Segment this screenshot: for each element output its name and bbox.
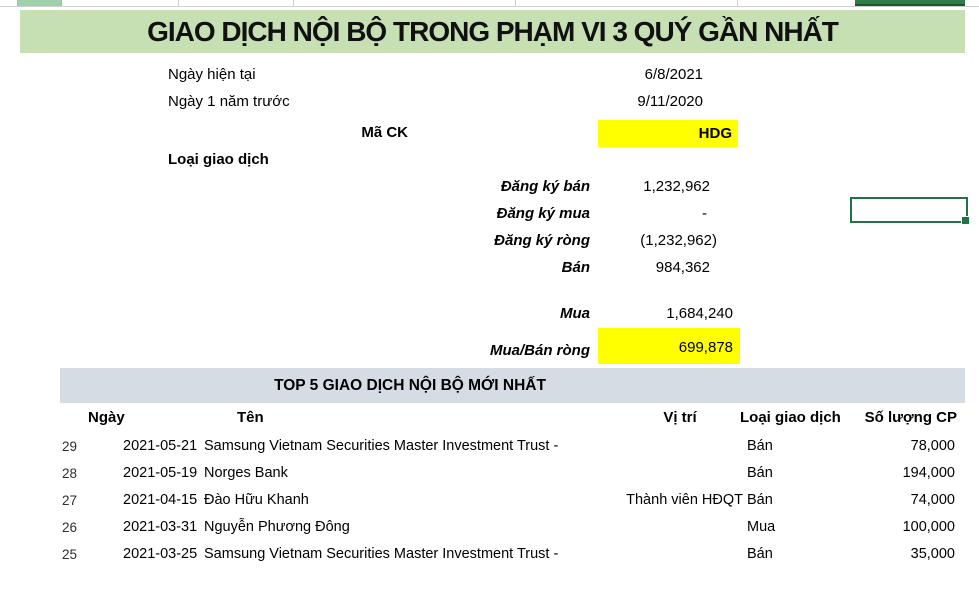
row-number[interactable]: 28: [61, 466, 77, 481]
gridline-vertical: [293, 0, 294, 7]
cell-position[interactable]: Thành viên HĐQT: [626, 492, 743, 508]
selected-cell[interactable]: [850, 197, 970, 225]
value-current-date[interactable]: 6/8/2021: [644, 66, 703, 83]
cell-quantity[interactable]: 100,000: [902, 519, 955, 535]
table-row: 27 2021-04-15 Đào Hữu Khanh Thành viên H…: [0, 487, 979, 514]
label-current-date[interactable]: Ngày hiện tại: [168, 66, 256, 83]
value-sell[interactable]: 984,362: [655, 259, 710, 276]
gridline-vertical: [515, 0, 516, 7]
table-banner-band: [60, 368, 965, 403]
column-header-name[interactable]: Tên: [237, 409, 264, 426]
label-register-net[interactable]: Đăng ký ròng: [494, 232, 590, 249]
top-green-cell[interactable]: [17, 0, 62, 6]
label-buy[interactable]: Mua: [560, 305, 590, 322]
cell-position[interactable]: [540, 514, 743, 541]
table-banner-title: TOP 5 GIAO DỊCH NỘI BỘ MỚI NHẤT: [274, 377, 546, 394]
cell-position[interactable]: [540, 460, 743, 487]
net-buy-sell-cell-highlighted[interactable]: 699,878: [598, 328, 740, 364]
cell-position[interactable]: [540, 433, 743, 460]
cell-date[interactable]: 2021-05-19: [123, 465, 198, 481]
fill-handle[interactable]: [961, 216, 970, 225]
label-register-sell[interactable]: Đăng ký bán: [500, 178, 590, 195]
title-banner: GIAO DỊCH NỘI BỘ TRONG PHẠM VI 3 QUÝ GẦN…: [20, 10, 965, 53]
top-dark-green-cell[interactable]: [855, 0, 965, 6]
ticker-cell-highlighted[interactable]: HDG: [598, 120, 738, 147]
cell-name[interactable]: Norges Bank: [204, 465, 288, 481]
cell-quantity[interactable]: 35,000: [910, 546, 955, 562]
value-buy[interactable]: 1,684,240: [666, 305, 733, 322]
cell-type[interactable]: Bán: [747, 546, 773, 562]
label-register-buy[interactable]: Đăng ký mua: [496, 205, 590, 222]
cell-position[interactable]: [540, 541, 743, 568]
label-one-year-ago[interactable]: Ngày 1 năm trước: [168, 93, 290, 110]
cell-type[interactable]: Bán: [747, 465, 773, 481]
table-row: 29 2021-05-21 Samsung Vietnam Securities…: [0, 433, 979, 460]
value-register-sell[interactable]: 1,232,962: [643, 178, 710, 195]
page-title: GIAO DỊCH NỘI BỘ TRONG PHẠM VI 3 QUÝ GẦN…: [147, 15, 839, 47]
label-sell[interactable]: Bán: [561, 259, 590, 276]
table-row: 25 2021-03-25 Samsung Vietnam Securities…: [0, 541, 979, 568]
gridline-horizontal: [0, 6, 979, 7]
cell-type[interactable]: Mua: [747, 519, 776, 535]
cell-date[interactable]: 2021-03-31: [123, 519, 198, 535]
column-header-position[interactable]: Vị trí: [663, 409, 697, 426]
row-number[interactable]: 27: [61, 493, 77, 508]
column-header-quantity[interactable]: Số lượng CP: [864, 409, 957, 426]
cell-name[interactable]: Samsung Vietnam Securities Master Invest…: [204, 546, 559, 562]
gridline-vertical: [178, 0, 179, 7]
label-ticker[interactable]: Mã CK: [361, 124, 408, 141]
column-header-date[interactable]: Ngày: [88, 409, 125, 426]
label-transaction-type[interactable]: Loại giao dịch: [168, 151, 269, 168]
cell-quantity[interactable]: 78,000: [910, 438, 955, 454]
label-net-buy-sell[interactable]: Mua/Bán ròng: [490, 342, 590, 359]
row-number[interactable]: 25: [61, 547, 77, 562]
value-one-year-ago[interactable]: 9/11/2020: [637, 93, 703, 110]
cell-name[interactable]: Nguyễn Phương Đông: [204, 519, 350, 535]
cell-date[interactable]: 2021-04-15: [123, 492, 198, 508]
cell-name[interactable]: Samsung Vietnam Securities Master Invest…: [204, 438, 559, 454]
cell-quantity[interactable]: 194,000: [902, 465, 955, 481]
row-number[interactable]: 26: [61, 520, 77, 535]
cell-date[interactable]: 2021-03-25: [123, 546, 198, 562]
cell-type[interactable]: Bán: [747, 492, 773, 508]
value-register-buy[interactable]: -: [702, 205, 707, 222]
row-number[interactable]: 29: [61, 439, 77, 454]
cell-quantity[interactable]: 74,000: [910, 492, 955, 508]
gridline-vertical: [737, 0, 738, 7]
cell-name[interactable]: Đào Hữu Khanh: [204, 492, 309, 508]
cell-date[interactable]: 2021-05-21: [123, 438, 198, 454]
cell-type[interactable]: Bán: [747, 438, 773, 454]
column-header-type[interactable]: Loại giao dịch: [740, 409, 841, 426]
table-row: 28 2021-05-19 Norges Bank Bán 194,000: [0, 460, 979, 487]
table-row: 26 2021-03-31 Nguyễn Phương Đông Mua 100…: [0, 514, 979, 541]
value-register-net[interactable]: (1,232,962): [640, 232, 717, 249]
